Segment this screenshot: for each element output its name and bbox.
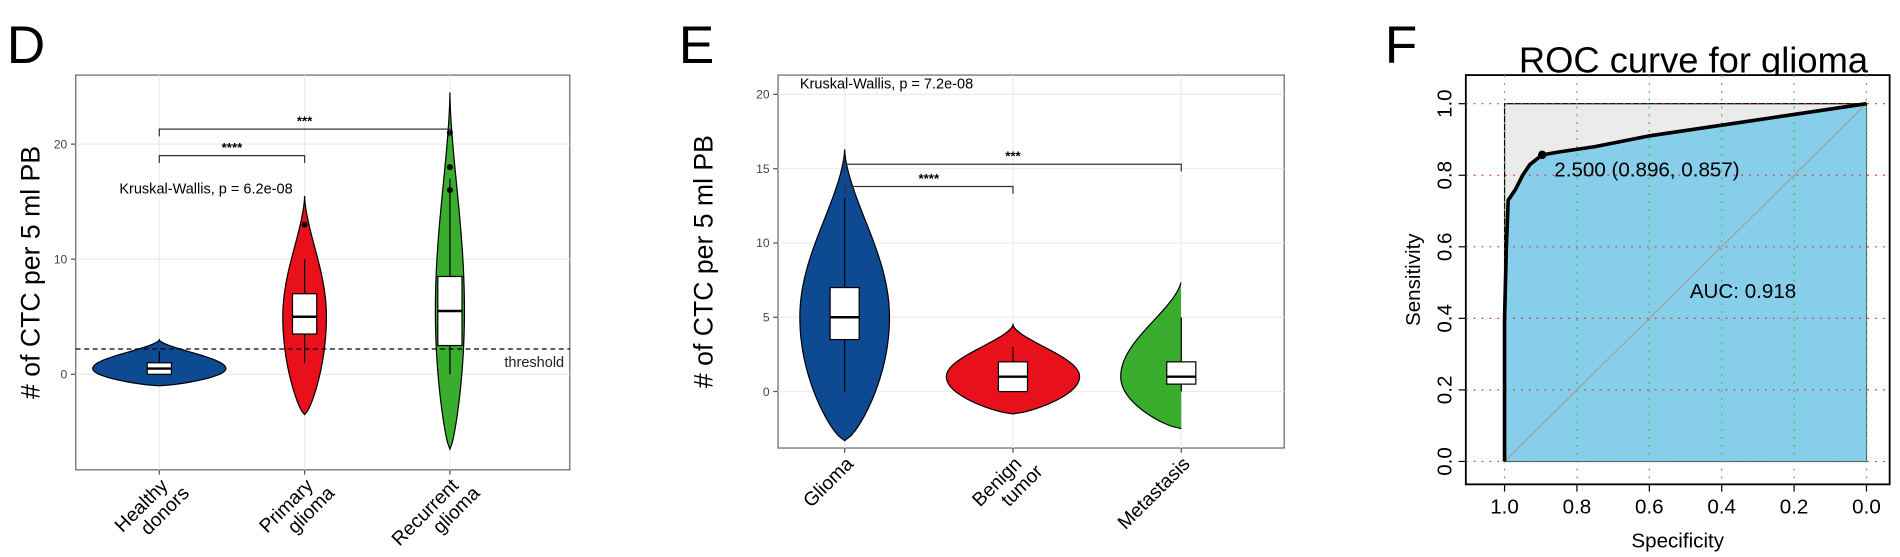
- y-axis-label: # of CTC per 5 ml PB: [689, 135, 719, 388]
- best-point-label: 2.500 (0.896, 0.857): [1554, 159, 1739, 182]
- significance-label: ****: [918, 171, 940, 186]
- y-tick-label: 0.2: [1433, 376, 1456, 405]
- y-tick-label: 15: [756, 162, 770, 176]
- box: [829, 286, 860, 341]
- x-axis-label: Specificity: [1631, 529, 1724, 552]
- y-tick-label: 0.0: [1433, 447, 1456, 476]
- chart-title: ROC curve for glioma: [1519, 40, 1869, 81]
- x-tick-label: 0.6: [1635, 495, 1664, 518]
- y-tick-label: 20: [756, 88, 770, 102]
- x-tick-label: 0.0: [1852, 495, 1881, 518]
- x-tick-label: 0.2: [1780, 495, 1809, 518]
- x-tick-label: 1.0: [1490, 495, 1519, 518]
- y-tick-label: 20: [54, 137, 68, 151]
- y-tick-label: 0.4: [1433, 304, 1456, 333]
- x-tick-label: 0.8: [1563, 495, 1592, 518]
- significance-label: ***: [297, 114, 313, 129]
- stat-annotation: Kruskal-Wallis, p = 7.2e-08: [800, 76, 973, 92]
- y-tick-label: 0: [763, 385, 770, 399]
- significance-bracket: [158, 155, 306, 163]
- panel-letter: F: [1385, 16, 1418, 75]
- significance-bracket: [844, 185, 1014, 194]
- significance-bracket: [158, 128, 451, 137]
- y-axis-label: Sensitivity: [1402, 233, 1425, 326]
- threshold-label: threshold: [504, 355, 564, 371]
- diagonal: [1504, 103, 1867, 462]
- x-tick-label: 0.4: [1707, 495, 1736, 518]
- panel-letter: E: [679, 16, 715, 75]
- auc-label: AUC: 0.918: [1690, 280, 1796, 303]
- significance-label: ****: [222, 140, 244, 155]
- plot-frame: [75, 74, 571, 471]
- y-tick-label: 10: [756, 236, 770, 250]
- y-tick-label: 0: [61, 368, 68, 382]
- y-tick-label: 0.6: [1433, 232, 1456, 261]
- stat-annotation: Kruskal-Wallis, p = 6.2e-08: [119, 182, 292, 198]
- roc-curve: [1502, 101, 1867, 462]
- significance-bracket: [844, 163, 1182, 172]
- box: [1166, 361, 1197, 385]
- outlier: [446, 187, 453, 194]
- box: [291, 293, 318, 335]
- violin: [1120, 282, 1182, 430]
- y-tick-label: 0.8: [1433, 161, 1456, 190]
- y-tick-label: 10: [54, 252, 68, 266]
- y-axis-label: # of CTC per 5 ml PB: [15, 146, 45, 399]
- best-point: [1537, 150, 1547, 160]
- outlier: [446, 164, 453, 171]
- outlier: [301, 221, 308, 228]
- y-tick-label: 1.0: [1433, 89, 1456, 118]
- y-tick-label: 5: [763, 311, 770, 325]
- panel-letter: D: [7, 16, 45, 75]
- significance-label: ***: [1005, 149, 1021, 164]
